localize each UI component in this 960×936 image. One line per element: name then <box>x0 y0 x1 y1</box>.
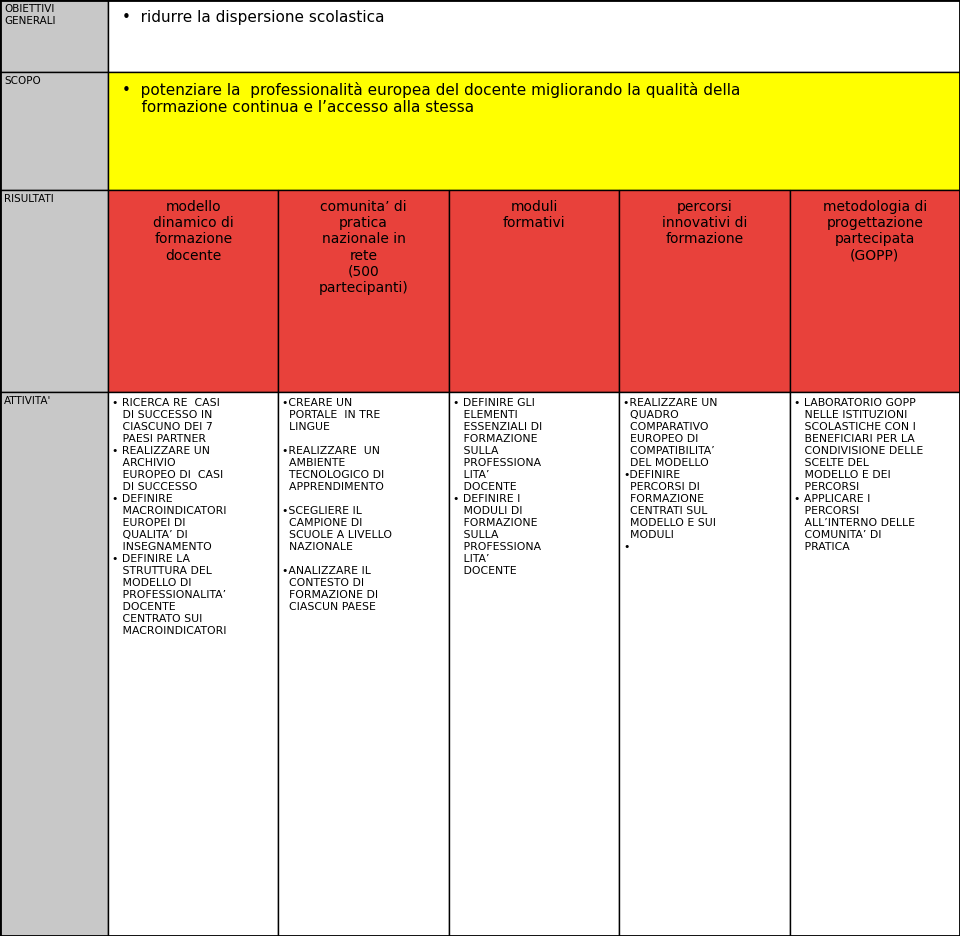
Bar <box>278 190 448 392</box>
Bar <box>0 0 108 72</box>
Text: •REALIZZARE UN
  QUADRO
  COMPARATIVO
  EUROPEO DI
  COMPATIBILITA’
  DEL MODELL: •REALIZZARE UN QUADRO COMPARATIVO EUROPE… <box>623 398 718 552</box>
Bar <box>108 392 278 936</box>
Bar <box>108 72 960 190</box>
Text: •CREARE UN
  PORTALE  IN TRE
  LINGUE

•REALIZZARE  UN
  AMBIENTE
  TECNOLOGICO : •CREARE UN PORTALE IN TRE LINGUE •REALIZ… <box>282 398 393 612</box>
Bar <box>619 392 789 936</box>
Text: ATTIVITA': ATTIVITA' <box>4 396 52 406</box>
Text: OBIETTIVI
GENERALI: OBIETTIVI GENERALI <box>4 4 56 25</box>
Bar <box>108 0 960 72</box>
Bar <box>0 72 108 190</box>
Text: comunita’ di
pratica
nazionale in
rete
(500
partecipanti): comunita’ di pratica nazionale in rete (… <box>319 200 408 295</box>
Text: modello
dinamico di
formazione
docente: modello dinamico di formazione docente <box>153 200 233 263</box>
Bar <box>449 190 619 392</box>
Text: SCOPO: SCOPO <box>4 76 40 86</box>
Text: •  potenziare la  professionalità europea del docente migliorando la qualità del: • potenziare la professionalità europea … <box>122 82 740 115</box>
Bar <box>0 392 108 936</box>
Bar <box>0 190 108 392</box>
Text: moduli
formativi: moduli formativi <box>503 200 565 230</box>
Bar <box>789 392 960 936</box>
Bar <box>108 190 278 392</box>
Bar <box>789 190 960 392</box>
Text: •  ridurre la dispersione scolastica: • ridurre la dispersione scolastica <box>122 10 385 25</box>
Text: • RICERCA RE  CASI
   DI SUCCESSO IN
   CIASCUNO DEI 7
   PAESI PARTNER
• REALIZ: • RICERCA RE CASI DI SUCCESSO IN CIASCUN… <box>112 398 227 636</box>
Bar <box>619 190 789 392</box>
Text: percorsi
innovativi di
formazione: percorsi innovativi di formazione <box>661 200 747 246</box>
Text: • LABORATORIO GOPP
   NELLE ISTITUZIONI
   SCOLASTICHE CON I
   BENEFICIARI PER : • LABORATORIO GOPP NELLE ISTITUZIONI SCO… <box>794 398 923 552</box>
Bar <box>278 392 448 936</box>
Bar <box>449 392 619 936</box>
Text: metodologia di
progettazione
partecipata
(GOPP): metodologia di progettazione partecipata… <box>823 200 927 263</box>
Text: • DEFINIRE GLI
   ELEMENTI
   ESSENZIALI DI
   FORMAZIONE
   SULLA
   PROFESSION: • DEFINIRE GLI ELEMENTI ESSENZIALI DI FO… <box>453 398 542 576</box>
Text: RISULTATI: RISULTATI <box>4 194 54 204</box>
